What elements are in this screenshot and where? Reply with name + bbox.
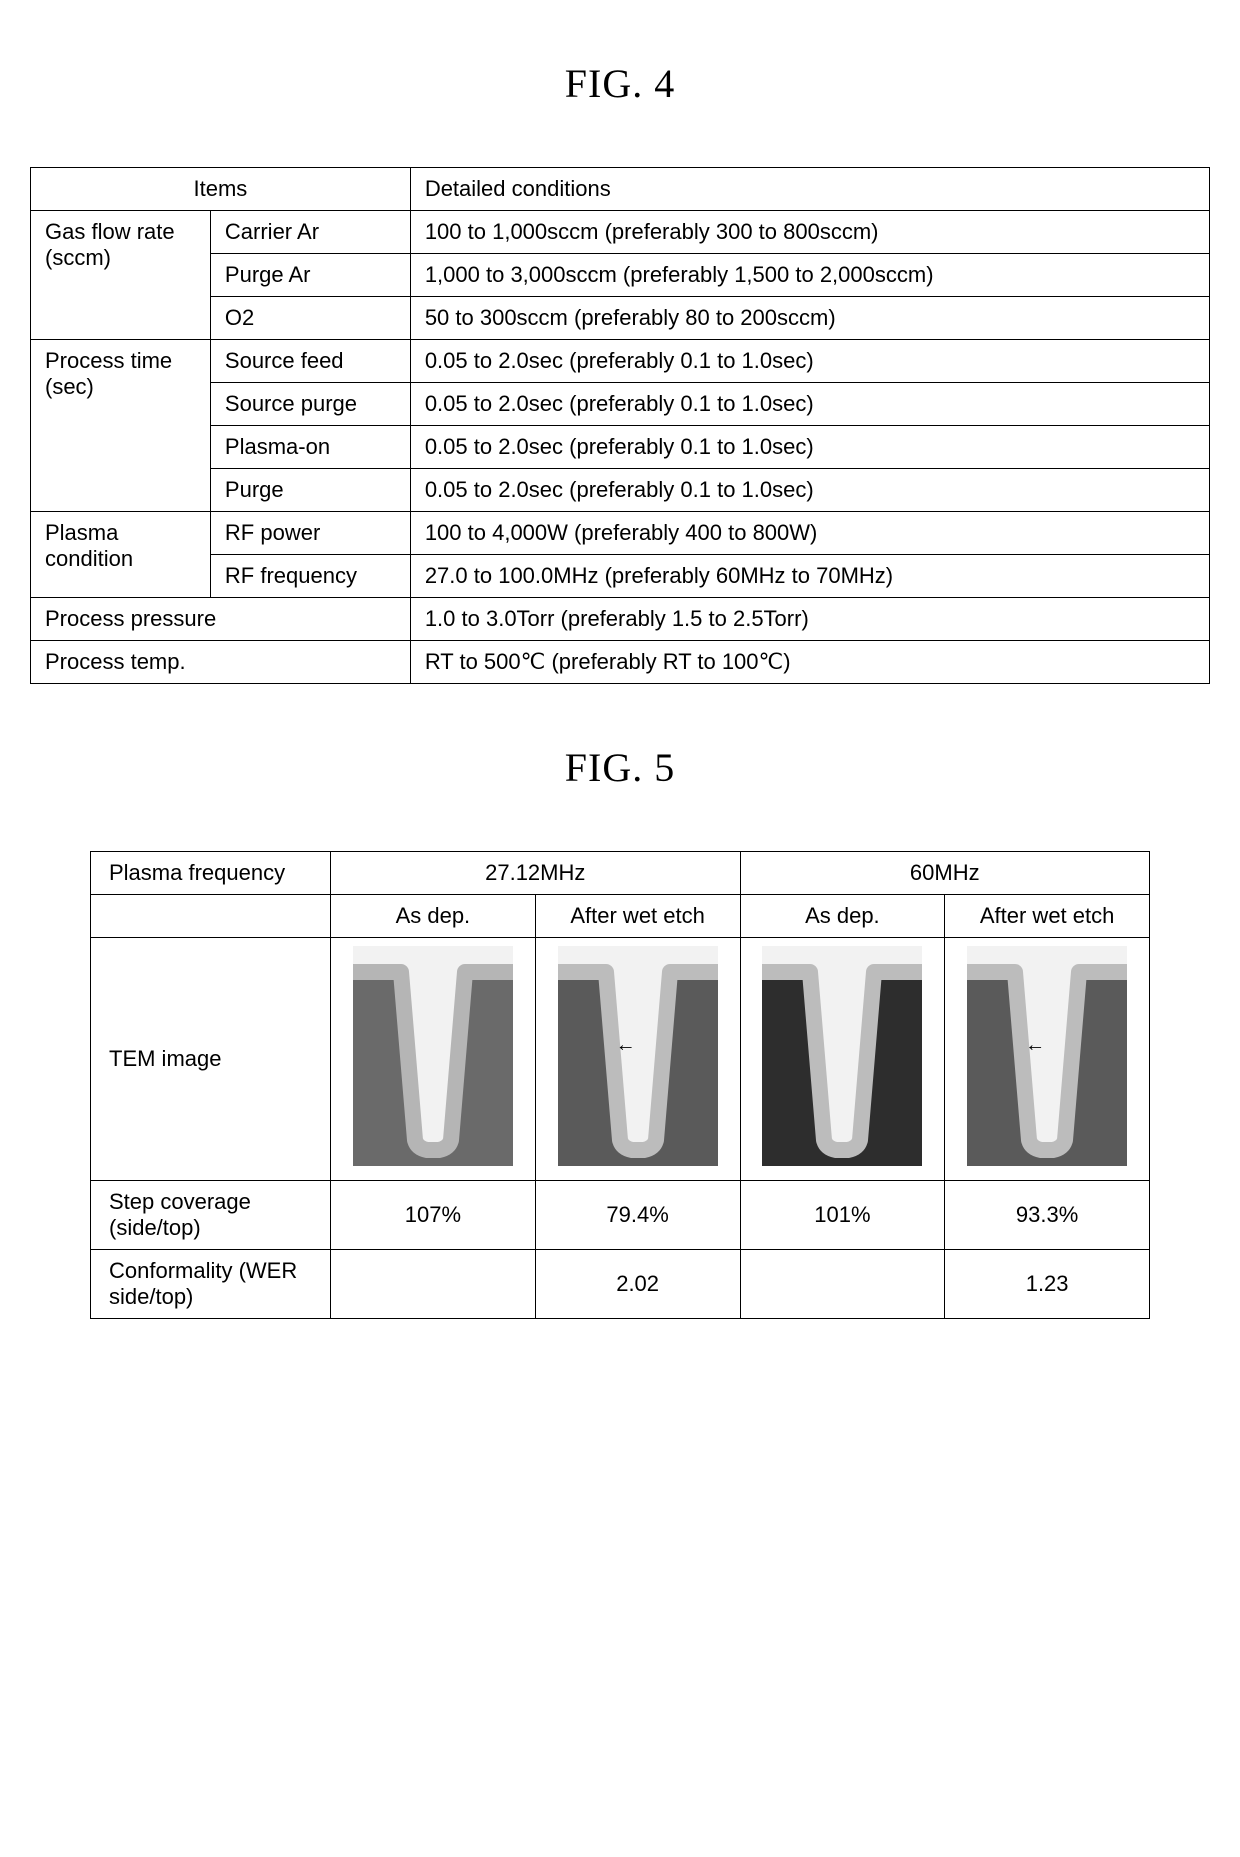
fig5-step-4: 93.3% [945,1181,1150,1250]
fig4-title: FIG. 4 [20,60,1220,107]
fig5-rowlabel-freq: Plasma frequency [91,852,331,895]
fig5-step-1: 107% [331,1181,536,1250]
fig5-header-row2: As dep. After wet etch As dep. After wet… [91,895,1150,938]
fig4-value: 0.05 to 2.0sec (preferably 0.1 to 1.0sec… [410,383,1209,426]
fig5-header-row1: Plasma frequency 27.12MHz 60MHz [91,852,1150,895]
fig4-value: 100 to 4,000W (preferably 400 to 800W) [410,512,1209,555]
fig5-step-3: 101% [740,1181,945,1250]
trench-tem-icon [967,946,1127,1166]
fig5-conf-label: Conformality (WER side/top) [91,1250,331,1319]
fig5-asdep-2: As dep. [740,895,945,938]
fig5-blank-label [91,895,331,938]
fig5-asdep-1: As dep. [331,895,536,938]
fig5-afterwet-1: After wet etch [535,895,740,938]
trench-tem-icon [558,946,718,1166]
fig4-group-label: Gas flow rate (sccm) [31,211,211,340]
trench-tem-icon [353,946,513,1166]
fig5-conf-1 [331,1250,536,1319]
fig4-param: Source purge [210,383,410,426]
fig4-param: Plasma-on [210,426,410,469]
fig5-tem-label: TEM image [91,938,331,1181]
fig4-value: 0.05 to 2.0sec (preferably 0.1 to 1.0sec… [410,426,1209,469]
fig4-param: Carrier Ar [210,211,410,254]
fig4-details-header: Detailed conditions [410,168,1209,211]
fig4-param: RF frequency [210,555,410,598]
fig5-tem-row: TEM image ← ← [91,938,1150,1181]
arrow-left-icon: ← [616,1034,636,1057]
fig4-value: 1,000 to 3,000sccm (preferably 1,500 to … [410,254,1209,297]
fig5-step-label: Step coverage (side/top) [91,1181,331,1250]
fig5-step-2: 79.4% [535,1181,740,1250]
table-row: Process time (sec)Source feed0.05 to 2.0… [31,340,1210,383]
fig5-tem-3 [740,938,945,1181]
fig5-title: FIG. 5 [20,744,1220,791]
table-row: Process temp.RT to 500℃ (preferably RT t… [31,641,1210,684]
fig4-value: 0.05 to 2.0sec (preferably 0.1 to 1.0sec… [410,469,1209,512]
fig5-conf-3 [740,1250,945,1319]
fig5-tem-4: ← [945,938,1150,1181]
fig4-single-label: Process pressure [31,598,411,641]
fig5-conf-2: 2.02 [535,1250,740,1319]
fig4-items-header: Items [31,168,411,211]
fig4-table: ItemsDetailed conditionsGas flow rate (s… [30,167,1210,684]
fig4-value: RT to 500℃ (preferably RT to 100℃) [410,641,1209,684]
fig4-group-label: Plasma condition [31,512,211,598]
arrow-left-icon: ← [1025,1034,1045,1057]
table-row: Process pressure1.0 to 3.0Torr (preferab… [31,598,1210,641]
fig4-value: 50 to 300sccm (preferably 80 to 200sccm) [410,297,1209,340]
fig4-group-label: Process time (sec) [31,340,211,512]
fig4-param: RF power [210,512,410,555]
fig5-conf-row: Conformality (WER side/top) 2.02 1.23 [91,1250,1150,1319]
fig4-param: O2 [210,297,410,340]
fig5-table: Plasma frequency 27.12MHz 60MHz As dep. … [90,851,1150,1319]
fig5-conf-4: 1.23 [945,1250,1150,1319]
fig5-step-row: Step coverage (side/top) 107% 79.4% 101%… [91,1181,1150,1250]
fig4-value: 100 to 1,000sccm (preferably 300 to 800s… [410,211,1209,254]
fig5-afterwet-2: After wet etch [945,895,1150,938]
fig5-tem-2: ← [535,938,740,1181]
fig4-single-label: Process temp. [31,641,411,684]
table-row: Gas flow rate (sccm)Carrier Ar100 to 1,0… [31,211,1210,254]
fig4-value: 0.05 to 2.0sec (preferably 0.1 to 1.0sec… [410,340,1209,383]
trench-tem-icon [762,946,922,1166]
fig5-freq2: 60MHz [740,852,1150,895]
fig5-tem-1 [331,938,536,1181]
fig4-header-row: ItemsDetailed conditions [31,168,1210,211]
fig4-value: 27.0 to 100.0MHz (preferably 60MHz to 70… [410,555,1209,598]
fig4-param: Purge [210,469,410,512]
fig4-param: Purge Ar [210,254,410,297]
fig4-param: Source feed [210,340,410,383]
fig4-value: 1.0 to 3.0Torr (preferably 1.5 to 2.5Tor… [410,598,1209,641]
fig5-freq1: 27.12MHz [331,852,741,895]
table-row: Plasma conditionRF power100 to 4,000W (p… [31,512,1210,555]
